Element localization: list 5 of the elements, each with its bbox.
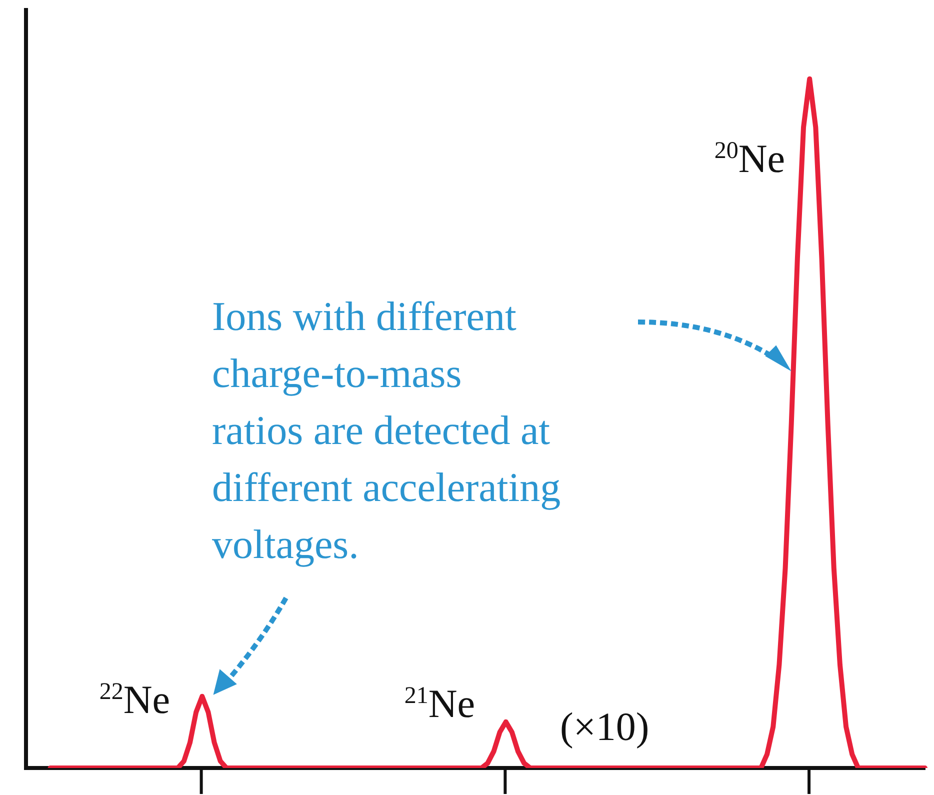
annotation: $^{21}$Ne bbox=[404, 680, 475, 727]
annotation: (×10) bbox=[560, 703, 650, 750]
annotation: $^{20}$Ne bbox=[714, 135, 785, 182]
annotation: Ions with different charge-to-mass ratios are detected at different accelerating voltages. bbox=[212, 292, 561, 569]
annotation: $^{22}$Ne bbox=[99, 676, 170, 723]
